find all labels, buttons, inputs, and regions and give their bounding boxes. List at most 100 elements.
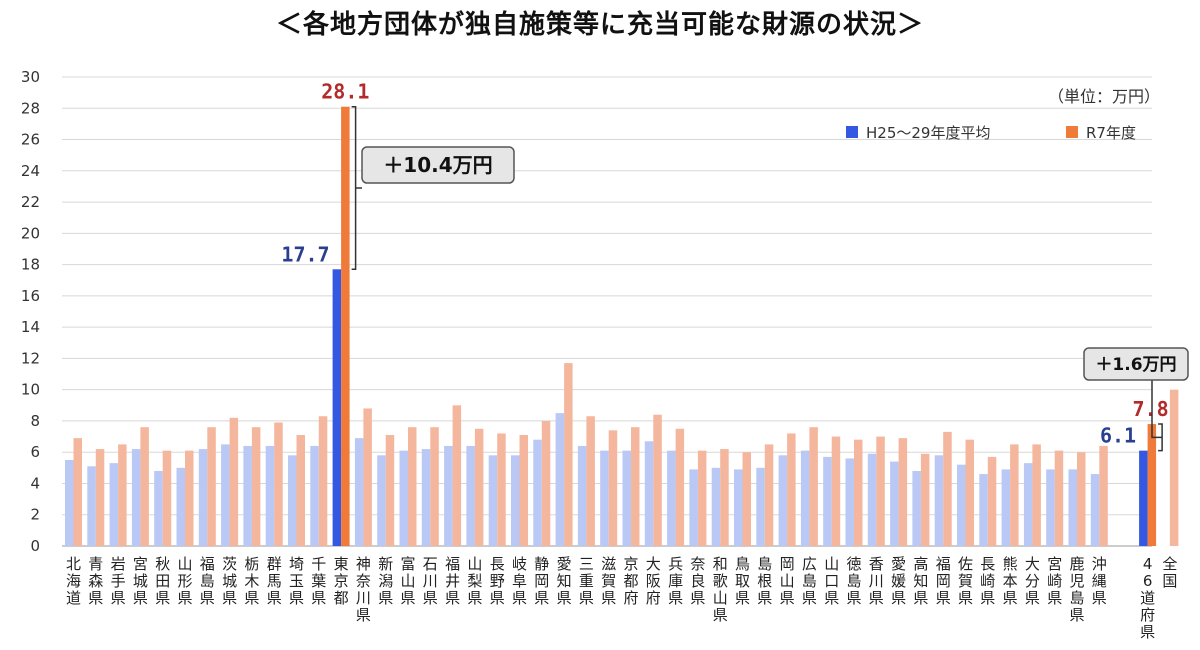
category-label: 京都府 xyxy=(623,555,638,607)
bar-r7-福島県 xyxy=(207,427,216,546)
legend: H25～29年度平均 R7年度 xyxy=(846,124,1136,142)
category-label: 福島県 xyxy=(200,555,215,607)
bar-r7-高知県 xyxy=(920,453,930,546)
bar-r7-全国 xyxy=(1169,389,1179,546)
bar-r7-徳島県 xyxy=(854,439,863,546)
bar-r7-新潟県 xyxy=(385,435,395,546)
bar-h25-滋賀県 xyxy=(600,450,609,546)
bar-r7-沖縄県 xyxy=(1099,445,1108,546)
y-tick-label: 30 xyxy=(21,68,40,86)
bar-h25-静岡県 xyxy=(533,439,542,546)
category-label: 鹿児島県 xyxy=(1069,555,1084,624)
bar-h25-岡山県 xyxy=(778,455,788,546)
bar-r7-岩手県 xyxy=(118,444,127,546)
bar-r7-兵庫県 xyxy=(675,428,685,546)
category-label: 秋田県 xyxy=(155,555,170,607)
y-tick-label: 0 xyxy=(30,537,40,555)
bar-r7-長野県 xyxy=(497,433,506,546)
bar-r7-静岡県 xyxy=(541,420,551,546)
bar-r7-千葉県 xyxy=(318,416,328,546)
bar-h25-富山県 xyxy=(399,450,408,546)
category-label: 三重県 xyxy=(579,555,594,607)
bar-h25-愛媛県 xyxy=(890,461,899,546)
bar-r7-鹿児島県 xyxy=(1077,452,1086,546)
category-label: 高知県 xyxy=(913,555,928,607)
category-label: 大分県 xyxy=(1025,555,1040,607)
legend-label: H25～29年度平均 xyxy=(866,124,990,142)
bar-h25-岐阜県 xyxy=(511,455,520,546)
legend-swatch xyxy=(1066,126,1078,138)
category-label: 福岡県 xyxy=(936,555,951,607)
bar-r7-大阪府 xyxy=(653,414,662,546)
category-label: 栃木県 xyxy=(244,555,259,607)
bar-r7-山梨県 xyxy=(474,428,484,546)
category-label: 静岡県 xyxy=(534,555,549,607)
category-label: 4 6 道府県 xyxy=(1140,555,1155,641)
bar-r7-山口県 xyxy=(831,436,841,546)
bar-h25-沖縄県 xyxy=(1090,474,1100,546)
bar-r7-奈良県 xyxy=(697,450,707,546)
bar-h25-鳥取県 xyxy=(734,469,743,546)
bar-h25-高知県 xyxy=(912,470,921,546)
bar-h25-愛知県 xyxy=(555,413,565,546)
bar-h25-埼玉県 xyxy=(288,455,297,546)
bar-r7-栃木県 xyxy=(251,427,261,546)
y-tick-label: 18 xyxy=(21,256,40,274)
category-label: 滋賀県 xyxy=(601,555,616,607)
bar-r7-熊本県 xyxy=(1010,444,1019,546)
bar-r7-46道府県 xyxy=(1147,424,1157,546)
annotation-box xyxy=(1083,347,1189,381)
bar-h25-福井県 xyxy=(444,445,453,546)
category-label: 東京都 xyxy=(334,555,349,607)
y-tick-label: 12 xyxy=(21,349,40,367)
bar-h25-福岡県 xyxy=(934,455,944,546)
bar-h25-大分県 xyxy=(1023,463,1033,546)
y-tick-label: 2 xyxy=(30,506,40,524)
bar-r7-滋賀県 xyxy=(608,430,618,546)
data-label-東京都: 17.7 xyxy=(281,242,329,266)
bar-h25-和歌山県 xyxy=(711,467,721,546)
category-label: 広島県 xyxy=(802,555,817,607)
bar-h25-山梨県 xyxy=(466,445,475,546)
category-label: 新潟県 xyxy=(378,555,393,607)
bar-h25-岩手県 xyxy=(109,463,119,546)
bar-h25-香川県 xyxy=(867,453,877,546)
bar-r7-東京都 xyxy=(341,106,350,546)
bar-h25-広島県 xyxy=(800,450,810,546)
bar-r7-青森県 xyxy=(95,449,105,546)
bar-h25-山口県 xyxy=(823,456,832,546)
bar-r7-岐阜県 xyxy=(519,435,528,546)
bar-h25-佐賀県 xyxy=(957,464,966,546)
bar-r7-群馬県 xyxy=(274,422,283,546)
category-label: 北海道 xyxy=(66,555,81,607)
y-tick-label: 6 xyxy=(30,443,40,461)
chart-title: ＜各地方団体が独自施策等に充当可能な財源の状況＞ xyxy=(275,10,924,40)
category-label: 香川県 xyxy=(869,555,884,607)
bar-r7-佐賀県 xyxy=(965,439,974,546)
category-label: 埼玉県 xyxy=(289,555,304,607)
bar-h25-千葉県 xyxy=(310,445,319,546)
bar-r7-埼玉県 xyxy=(296,435,305,546)
category-label: 熊本県 xyxy=(1003,555,1018,607)
category-label: 山口県 xyxy=(824,555,839,607)
bar-r7-岡山県 xyxy=(787,433,796,546)
bar-r7-鳥取県 xyxy=(742,452,751,546)
category-label: 島根県 xyxy=(757,555,772,607)
bar-h25-石川県 xyxy=(421,449,431,546)
category-label: 全国 xyxy=(1162,555,1177,590)
bar-r7-愛媛県 xyxy=(898,438,908,546)
y-tick-label: 24 xyxy=(21,162,40,180)
bracket-tokyo xyxy=(351,105,357,271)
bar-r7-島根県 xyxy=(764,444,774,546)
y-tick-label: 8 xyxy=(30,412,40,430)
category-label: 沖縄県 xyxy=(1092,555,1107,607)
bar-r7-長崎県 xyxy=(987,456,997,546)
category-label: 群馬県 xyxy=(267,555,282,607)
bar-r7-宮城県 xyxy=(140,427,149,546)
data-label-46道府県: 7.8 xyxy=(1133,397,1169,421)
bar-r7-香川県 xyxy=(876,436,885,546)
bar-r7-大分県 xyxy=(1032,444,1041,546)
bar-h25-徳島県 xyxy=(845,458,854,546)
bar-h25-京都府 xyxy=(622,450,631,546)
